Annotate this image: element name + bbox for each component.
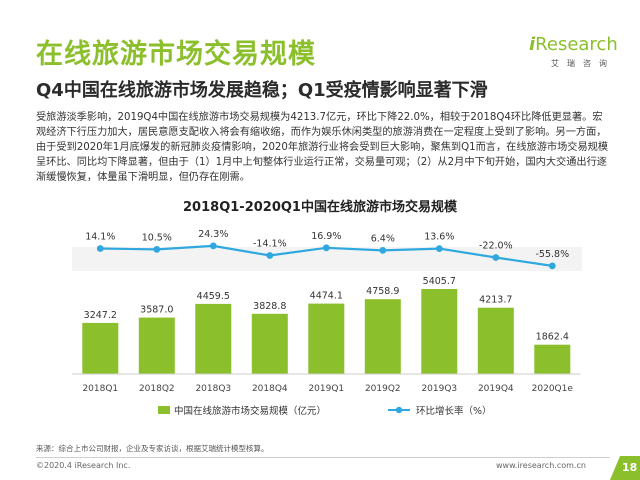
legend-bar-swatch xyxy=(158,406,170,414)
x-tick-label: 2018Q4 xyxy=(252,384,288,394)
growth-point-2018Q4 xyxy=(266,252,274,259)
x-tick-label: 2018Q2 xyxy=(139,384,175,394)
bar-value-label: 4758.9 xyxy=(366,286,399,297)
bar-value-label: 3587.0 xyxy=(140,305,173,316)
growth-rate-line: 14.1% 10.5% 24.3% -14.1% 16.9% 6.4% 13.6% -22.0… xyxy=(85,229,569,270)
x-tick-label: 2018Q3 xyxy=(195,384,231,394)
bar-2018Q2 xyxy=(138,317,175,374)
growth-rate-label: 16.9% xyxy=(311,231,341,242)
bar-2018Q1 xyxy=(82,322,119,374)
bar-2018Q3 xyxy=(195,303,232,374)
iresearch-logo: iResearch 艾瑞咨询 xyxy=(529,34,618,74)
bar-2019Q3 xyxy=(421,289,458,374)
bar-series: 3247.2 3587.0 4459.5 3828.8 4474.1 4758.9 5405… xyxy=(82,276,571,374)
chart-legend: 中国在线旅游市场交易规模（亿元） 环比增长率（%） xyxy=(158,405,492,417)
x-tick-label: 2018Q1 xyxy=(82,384,118,394)
growth-point-2019Q3 xyxy=(435,245,443,253)
combo-chart: 3247.2 3587.0 4459.5 3828.8 4474.1 4758.9 5405… xyxy=(72,229,582,417)
growth-point-2020Q1e xyxy=(548,262,556,270)
bar-2019Q2 xyxy=(364,299,401,374)
bar-value-label: 4474.1 xyxy=(310,291,343,302)
page-title: 在线旅游市场交易规模 xyxy=(36,39,316,70)
bar-2018Q4 xyxy=(251,313,288,374)
bar-value-label: 1862.4 xyxy=(536,332,569,343)
page-number: 18 xyxy=(622,461,638,474)
bar-value-label: 4459.5 xyxy=(197,291,230,302)
x-tick-label: 2019Q2 xyxy=(365,384,401,394)
x-tick-label: 2020Q1e xyxy=(532,384,574,394)
footer-copyright: ©2020.4 iResearch Inc. xyxy=(36,461,131,470)
bar-value-label: 4213.7 xyxy=(479,295,512,306)
page-tab xyxy=(610,456,640,480)
footer-website: www.iresearch.com.cn xyxy=(496,461,586,470)
growth-point-2019Q4 xyxy=(492,254,500,261)
footer-divider xyxy=(36,457,610,458)
legend-line-label: 环比增长率（%） xyxy=(416,405,492,417)
growth-rate-label: 6.4% xyxy=(371,233,395,244)
bar-value-label: 5405.7 xyxy=(423,276,456,287)
page-subtitle: Q4中国在线旅游市场发展趋稳；Q1受疫情影响显著下滑 xyxy=(36,80,488,101)
legend-bar-label: 中国在线旅游市场交易规模（亿元） xyxy=(174,405,326,417)
growth-rate-label: 14.1% xyxy=(85,232,115,243)
growth-rate-label: -55.8% xyxy=(535,249,569,260)
source-note: 来源：综合上市公司财报，企业及专家访谈，根据艾瑞统计模型核算。 xyxy=(36,444,269,453)
bar-2020Q1e xyxy=(534,344,571,374)
category-axis: 2018Q1 2018Q2 2018Q3 2018Q4 2019Q1 2019Q2 2019… xyxy=(72,373,581,394)
logo-subtitle: 艾瑞咨询 xyxy=(551,59,615,68)
growth-point-2019Q1 xyxy=(322,244,330,252)
growth-rate-label: 24.3% xyxy=(198,229,228,240)
summary-paragraph: 受旅游淡季影响，2019Q4中国在线旅游市场交易规模为4213.7亿元，环比下降… xyxy=(36,112,609,183)
growth-point-2019Q2 xyxy=(379,247,387,254)
bar-value-label: 3247.2 xyxy=(84,310,117,321)
growth-point-2018Q3 xyxy=(209,242,217,250)
growth-rate-label: 10.5% xyxy=(142,232,172,243)
growth-rate-label: 13.6% xyxy=(424,232,454,243)
x-tick-label: 2019Q3 xyxy=(421,384,457,394)
legend-line-marker xyxy=(395,406,403,414)
chart-title: 2018Q1-2020Q1中国在线旅游市场交易规模 xyxy=(183,200,457,215)
x-tick-label: 2019Q4 xyxy=(478,384,514,394)
x-tick-label: 2019Q1 xyxy=(308,384,344,394)
bar-2019Q1 xyxy=(308,303,345,374)
bar-value-label: 3828.8 xyxy=(253,301,286,312)
growth-rate-label: -22.0% xyxy=(479,241,513,252)
growth-point-2018Q2 xyxy=(153,246,161,253)
logo-wordmark: iResearch xyxy=(529,34,618,55)
bar-2019Q4 xyxy=(477,307,514,374)
growth-rate-label: -14.1% xyxy=(253,239,287,250)
growth-point-2018Q1 xyxy=(96,245,104,252)
